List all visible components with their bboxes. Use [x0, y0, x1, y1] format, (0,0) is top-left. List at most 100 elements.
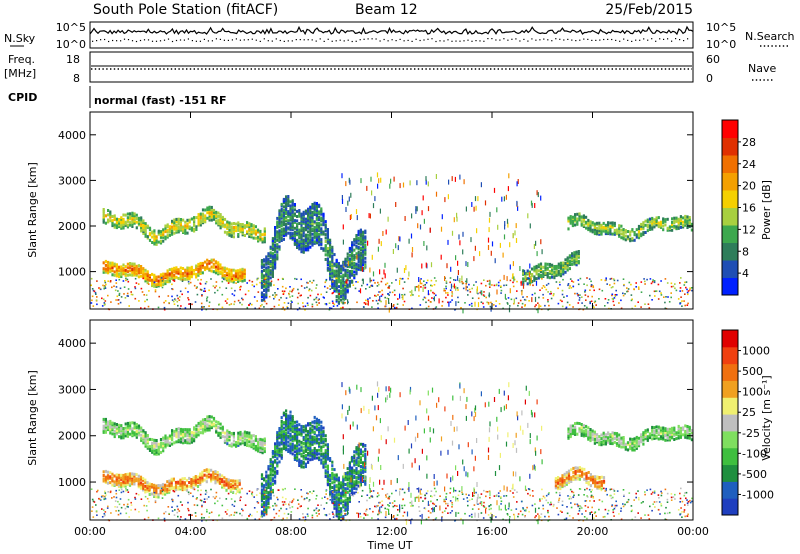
heatmap-cell: [575, 256, 578, 260]
heatmap-cell: [280, 450, 283, 454]
heatmap-cell: [546, 272, 549, 275]
heatmap-cell: [401, 294, 403, 296]
heatmap-cell: [274, 260, 277, 264]
heatmap-cell: [344, 285, 346, 288]
heatmap-cell: [289, 235, 292, 239]
heatmap-cell: [156, 282, 158, 285]
heatmap-cell: [234, 269, 237, 273]
heatmap-cell: [564, 270, 567, 274]
heatmap-cell: [651, 281, 654, 283]
heatmap-cell: [668, 228, 671, 232]
heatmap-cell: [613, 304, 615, 306]
heatmap-cell: [96, 303, 98, 306]
heatmap-cell: [644, 435, 647, 438]
heatmap-cell: [322, 454, 325, 458]
heatmap-cell: [271, 266, 274, 270]
heatmap-cell: [675, 437, 678, 441]
heatmap-cell: [91, 299, 93, 302]
heatmap-cell: [104, 270, 107, 274]
heatmap-cell: [199, 216, 202, 220]
heatmap-cell: [688, 221, 691, 225]
heatmap-cell: [173, 429, 176, 433]
heatmap-cell: [265, 302, 268, 305]
noise-left-tick-bottom: 10^0: [56, 38, 86, 51]
heatmap-cell: [148, 238, 152, 242]
heatmap-cell: [104, 427, 107, 431]
heatmap-cell: [289, 209, 292, 213]
heatmap-cell: [144, 227, 147, 231]
heatmap-cell: [646, 438, 649, 442]
heatmap-cell: [234, 274, 237, 278]
heatmap-cell: [190, 269, 193, 273]
heatmap-cell: [199, 288, 202, 291]
heatmap-cell: [153, 236, 156, 240]
heatmap-cell: [448, 179, 450, 185]
heatmap-cell: [239, 228, 242, 232]
heatmap-cell: [322, 463, 325, 467]
heatmap-cell: [541, 278, 543, 280]
heatmap-cell: [673, 432, 676, 436]
heatmap-cell: [179, 440, 182, 444]
heatmap-cell: [589, 433, 592, 437]
heatmap-cell: [403, 300, 406, 303]
heatmap-cell: [313, 435, 316, 439]
heatmap-cell: [186, 434, 189, 438]
heatmap-cell: [188, 484, 191, 488]
heatmap-cell: [280, 424, 283, 428]
heatmap-cell: [188, 282, 190, 285]
heatmap-cell: [307, 230, 310, 234]
heatmap-cell: [304, 442, 307, 446]
noise-search-dot: [147, 39, 150, 41]
heatmap-cell: [137, 267, 140, 271]
heatmap-cell: [313, 456, 316, 460]
heatmap-cell: [137, 264, 140, 268]
heatmap-cell: [309, 218, 312, 222]
heatmap-cell: [164, 436, 167, 440]
heatmap-cell: [224, 300, 227, 302]
heatmap-cell: [175, 440, 178, 444]
heatmap-cell: [188, 428, 191, 432]
heatmap-cell: [241, 228, 244, 232]
heatmap-cell: [340, 295, 343, 298]
heatmap-cell: [638, 288, 640, 290]
heatmap-cell: [359, 266, 362, 270]
heatmap-cell: [416, 180, 418, 186]
heatmap-cell: [122, 272, 125, 276]
heatmap-cell: [115, 272, 118, 276]
heatmap-cell: [651, 429, 654, 433]
heatmap-cell: [135, 264, 138, 268]
heatmap-cell: [686, 288, 688, 291]
heatmap-cell: [234, 479, 237, 483]
heatmap-cell: [548, 304, 550, 307]
heatmap-cell: [285, 418, 288, 422]
heatmap-cell: [607, 431, 610, 435]
heatmap-cell: [186, 276, 189, 280]
heatmap-cell: [637, 232, 641, 236]
power-colorbar-label: Power [dB]: [760, 180, 773, 240]
noise-search-dot: [655, 40, 657, 42]
heatmap-cell: [389, 183, 391, 189]
noise-search-dot: [116, 40, 118, 42]
heatmap-cell: [309, 434, 312, 438]
heatmap-cell: [578, 299, 581, 301]
heatmap-cell: [212, 214, 216, 218]
noise-search-dot: [151, 40, 154, 42]
heatmap-cell: [129, 212, 132, 216]
heatmap-cell: [204, 425, 207, 429]
heatmap-cell: [342, 288, 345, 292]
heatmap-cell: [353, 238, 356, 242]
heatmap-cell: [630, 299, 633, 302]
heatmap-cell: [379, 296, 381, 301]
noise-search-dot: [327, 38, 329, 40]
heatmap-cell: [342, 224, 344, 230]
nave-tick-top: 60: [706, 53, 720, 66]
heatmap-cell: [184, 229, 187, 233]
heatmap-cell: [313, 453, 316, 457]
heatmap-cell: [234, 278, 237, 282]
heatmap-cell: [653, 280, 656, 282]
heatmap-cell: [267, 254, 270, 258]
heatmap-cell: [614, 295, 617, 297]
heatmap-cell: [103, 304, 106, 306]
heatmap-cell: [611, 297, 614, 300]
heatmap-cell: [232, 433, 235, 437]
